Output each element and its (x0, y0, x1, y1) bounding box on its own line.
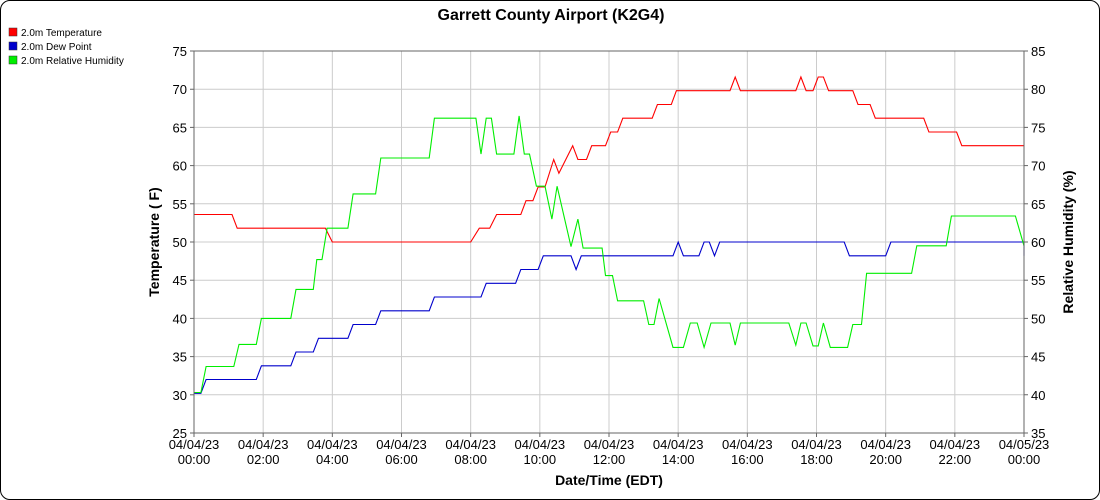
legend-label: 2.0m Relative Humidity (21, 56, 124, 67)
series-line-2-0m-dew-point (194, 240, 1025, 394)
y-tick-label: 65 (173, 120, 187, 135)
x-tick-date-label: 04/04/23 (238, 437, 289, 452)
y-tick-label: 25 (173, 426, 187, 441)
legend-label: 2.0m Dew Point (21, 42, 92, 53)
y-tick-label: 75 (173, 44, 187, 59)
x-tick-time-label: 00:00 (178, 452, 211, 467)
y2-tick-label: 65 (1031, 197, 1045, 212)
y-tick-label: 55 (173, 197, 187, 212)
y-tick-label: 30 (173, 388, 187, 403)
y-tick-label: 35 (173, 350, 187, 365)
y2-tick-label: 85 (1031, 44, 1045, 59)
y2-tick-label: 75 (1031, 120, 1045, 135)
y2-tick-label: 40 (1031, 388, 1045, 403)
x-tick-time-label: 06:00 (385, 452, 418, 467)
y2-tick-label: 55 (1031, 273, 1045, 288)
x-tick-date-label: 04/04/23 (722, 437, 773, 452)
legend-swatch (8, 27, 18, 37)
x-tick-date-label: 04/05/23 (999, 437, 1050, 452)
x-tick-time-label: 10:00 (524, 452, 557, 467)
x-tick-date-label: 04/04/23 (307, 437, 358, 452)
y2-axis-title: Relative Humidity (%) (1060, 170, 1076, 313)
x-tick-date-label: 04/04/23 (791, 437, 842, 452)
y2-tick-label: 35 (1031, 426, 1045, 441)
y2-tick-label: 80 (1031, 82, 1045, 97)
y2-tick-label: 60 (1031, 235, 1045, 250)
x-tick-time-label: 20:00 (869, 452, 902, 467)
x-tick-time-label: 08:00 (454, 452, 487, 467)
x-tick-time-label: 00:00 (1008, 452, 1041, 467)
axis-ticks: 25 35 30 40 35 45 40 50 45 55 50 60 55 65 60 70 65 75 70 80… (169, 44, 1050, 467)
y2-tick-label: 70 (1031, 159, 1045, 174)
legend-label: 2.0m Temperature (21, 28, 102, 39)
y-tick-label: 40 (173, 311, 187, 326)
x-tick-time-label: 04:00 (316, 452, 349, 467)
plot-series (194, 75, 1025, 394)
x-tick-date-label: 04/04/23 (515, 437, 566, 452)
x-tick-date-label: 04/04/23 (860, 437, 911, 452)
y-tick-label: 50 (173, 235, 187, 250)
x-tick-time-label: 16:00 (731, 452, 764, 467)
legend-swatch (8, 55, 18, 65)
x-tick-time-label: 12:00 (593, 452, 626, 467)
chart-title: Garrett County Airport (K2G4) (438, 7, 665, 24)
series-line-2-0m-relative-humidity (194, 115, 1025, 394)
y-tick-label: 45 (173, 273, 187, 288)
y2-tick-label: 45 (1031, 350, 1045, 365)
x-tick-time-label: 18:00 (800, 452, 833, 467)
x-tick-date-label: 04/04/23 (653, 437, 704, 452)
x-tick-date-label: 04/04/23 (584, 437, 635, 452)
y-tick-label: 70 (173, 82, 187, 97)
x-tick-date-label: 04/04/23 (930, 437, 981, 452)
x-tick-time-label: 14:00 (662, 452, 695, 467)
x-tick-date-label: 04/04/23 (376, 437, 427, 452)
x-tick-date-label: 04/04/23 (169, 437, 220, 452)
y2-tick-label: 50 (1031, 311, 1045, 326)
legend-swatch (8, 41, 18, 51)
series-line-2-0m-temperature (194, 75, 1024, 243)
y-tick-label: 60 (173, 159, 187, 174)
x-axis-title: Date/Time (EDT) (555, 472, 663, 488)
y-axis-title: Temperature ( F) (146, 187, 162, 296)
legend: 2.0m Temperature 2.0m Dew Point 2.0m Relat… (8, 27, 124, 67)
x-tick-date-label: 04/04/23 (445, 437, 496, 452)
x-tick-time-label: 22:00 (939, 452, 972, 467)
x-tick-time-label: 02:00 (247, 452, 280, 467)
